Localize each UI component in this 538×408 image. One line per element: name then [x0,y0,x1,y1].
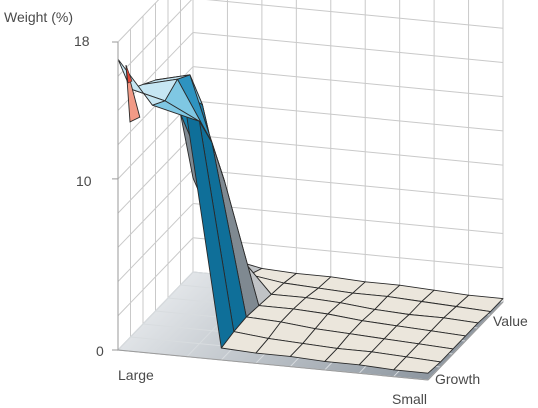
surface [117,58,504,374]
z-tick-label-18: 18 [74,33,90,49]
axes [112,41,504,381]
back-wall-gridline [192,66,504,98]
style-axis-line [427,301,504,381]
peak-tip [125,64,133,84]
style-label-value: Value [493,313,528,329]
size-label-large: Large [118,367,154,383]
back-wall-gridline [192,134,504,166]
back-wall-gridline [192,237,504,269]
back-wall-gridline [192,203,504,235]
size-axis-line [117,349,429,381]
z-axis-label: Weight (%) [4,9,73,25]
back-wall-gridline [192,31,504,63]
style-label-growth: Growth [435,371,480,387]
surface-patch [117,58,166,106]
z-tick-label-10: 10 [76,173,92,189]
back-wall-gridline [192,100,504,132]
size-label-small: Small [392,391,427,407]
back-wall-gridline [206,0,504,29]
back-wall-gridline [192,168,504,200]
z-tick-label-0: 0 [96,343,104,359]
